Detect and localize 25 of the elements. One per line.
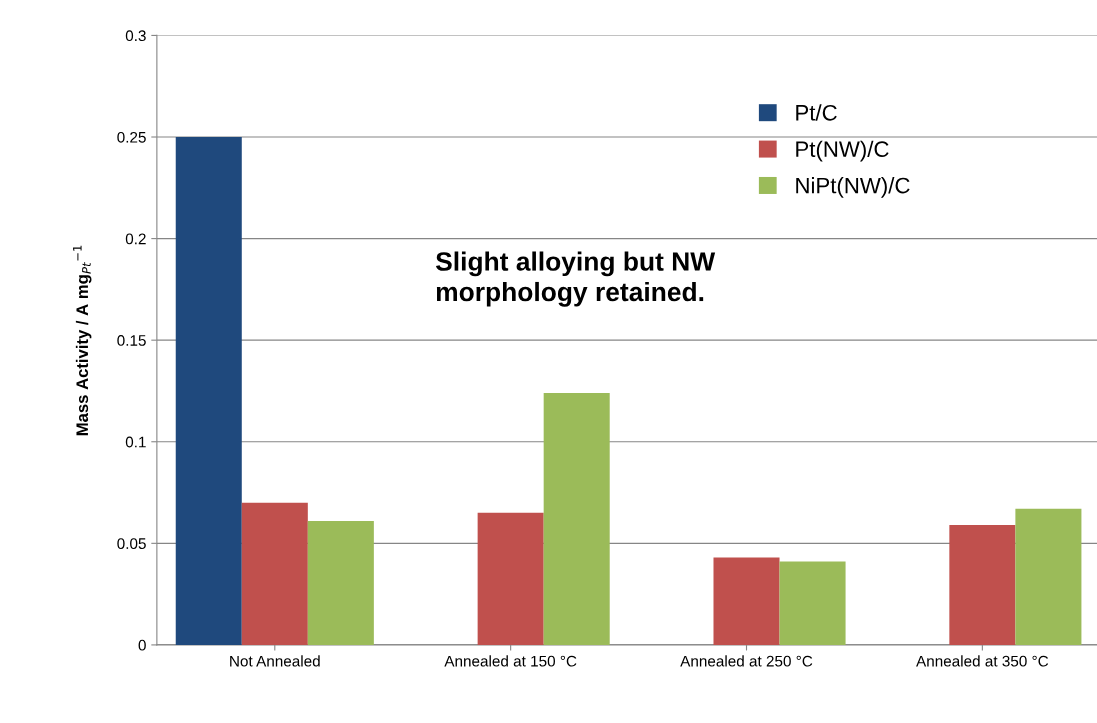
- y-tick-label: 0.05: [117, 538, 146, 550]
- x-tick-label: Annealed at 250 °C: [680, 655, 813, 667]
- legend-label: Pt/C: [796, 104, 837, 121]
- y-tick-label: 0.1: [125, 436, 146, 448]
- y-tick-label: 0.25: [117, 131, 146, 143]
- bar: [713, 557, 780, 645]
- bar: [175, 137, 242, 645]
- bar: [1015, 508, 1082, 645]
- x-tick-label: Annealed at 350 °C: [916, 655, 1049, 667]
- x-tick-label: Not Annealed: [230, 655, 320, 667]
- y-tick-label: 0.3: [125, 30, 146, 42]
- bar: [477, 512, 544, 645]
- legend-label: Pt(NW)/C: [796, 140, 889, 162]
- bar: [307, 520, 374, 645]
- bar: [779, 561, 846, 645]
- y-tick-label: 0.2: [125, 233, 146, 245]
- bar: [543, 392, 610, 645]
- legend-label: NiPt(NW)/C: [796, 177, 910, 198]
- bar: [241, 502, 308, 645]
- x-tick-label: Annealed at 150 °C: [444, 655, 577, 667]
- annotation: Slight alloying but NW morphology retained.: [435, 251, 716, 307]
- y-tick-label: 0: [138, 639, 146, 651]
- y-axis-title: Mass Activity / A mg$_{Pt}$$^{−1}$: [73, 245, 92, 436]
- y-tick-label: 0.15: [117, 335, 146, 346]
- bar: [949, 525, 1016, 645]
